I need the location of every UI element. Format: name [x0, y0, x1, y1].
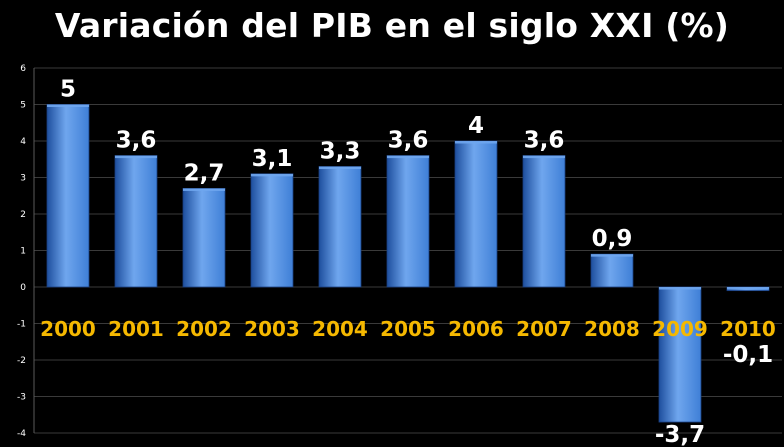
category-label: 2007 — [516, 317, 572, 341]
bar-cap — [727, 287, 769, 290]
bar-2002 — [182, 188, 226, 288]
data-label: 3,6 — [116, 128, 157, 154]
data-label: -3,7 — [655, 422, 705, 447]
bar-2006 — [454, 140, 498, 288]
data-label: 5 — [60, 77, 76, 103]
data-label: 3,3 — [320, 139, 361, 165]
y-tick-label: 4 — [20, 137, 26, 147]
bars — [46, 104, 770, 423]
bar-2000 — [46, 104, 90, 288]
y-tick-label: 0 — [20, 283, 26, 293]
bar-2009 — [658, 286, 702, 423]
category-label: 2009 — [652, 317, 708, 341]
data-labels: 5 3,6 2,7 3,1 3,3 3,6 4 3,6 0,9 -3,7 -0,1 — [60, 77, 773, 447]
bar-2004 — [318, 166, 362, 288]
bar-2003 — [250, 173, 294, 288]
bar-2007 — [522, 155, 566, 288]
bar-cap — [659, 287, 701, 290]
data-label: 4 — [468, 113, 484, 139]
bar-cap — [591, 254, 633, 257]
bar-cap — [387, 155, 429, 159]
bar-cap — [115, 155, 157, 159]
y-tick-label: -3 — [17, 393, 26, 403]
category-label: 2008 — [584, 317, 640, 341]
category-label: 2005 — [380, 317, 436, 341]
x-axis-labels: 2000 2001 2002 2003 2004 2005 2006 2007 2008 2009… — [40, 317, 776, 341]
data-label: 3,6 — [388, 128, 429, 154]
data-label: 3,6 — [524, 128, 565, 154]
category-label: 2001 — [108, 317, 164, 341]
y-tick-label: 5 — [20, 101, 26, 111]
data-label: 3,1 — [252, 146, 293, 172]
bar-cap — [183, 188, 225, 191]
y-tick-label: 1 — [20, 247, 26, 257]
bar-cap — [455, 141, 497, 144]
category-label: 2010 — [720, 317, 776, 341]
y-axis: 6 5 4 3 2 1 0 -1 -2 -3 -4 — [17, 64, 35, 439]
y-tick-label: -1 — [17, 320, 26, 330]
y-tick-label: 2 — [20, 210, 26, 220]
bar-cap — [47, 104, 89, 107]
data-label: -0,1 — [723, 342, 773, 368]
chart-title: Variación del PIB en el siglo XXI (%) — [54, 6, 730, 45]
category-label: 2003 — [244, 317, 300, 341]
category-label: 2006 — [448, 317, 504, 341]
data-label: 0,9 — [592, 226, 633, 252]
bar-cap — [251, 173, 293, 177]
category-label: 2004 — [312, 317, 368, 341]
bar-cap — [319, 166, 361, 170]
y-tick-label: -2 — [17, 356, 26, 366]
gridlines — [34, 67, 782, 434]
category-label: 2002 — [176, 317, 232, 341]
category-label: 2000 — [40, 317, 96, 341]
bar-2001 — [114, 155, 158, 288]
bar-2008 — [590, 253, 634, 288]
bar-cap — [523, 155, 565, 159]
data-label: 2,7 — [184, 160, 225, 186]
y-tick-label: 6 — [20, 64, 26, 74]
y-tick-label: 3 — [20, 174, 26, 184]
bar-2005 — [386, 155, 430, 288]
y-tick-label: -4 — [17, 429, 26, 439]
